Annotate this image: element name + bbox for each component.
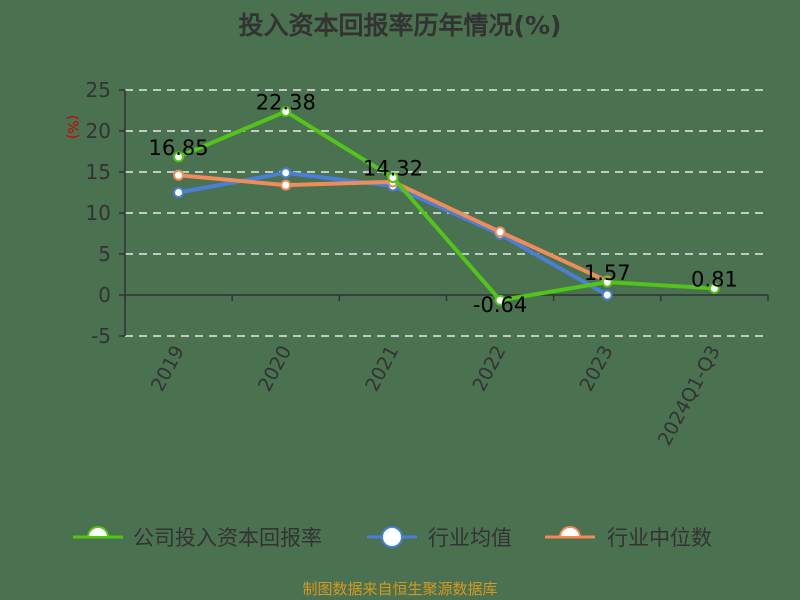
data-point-marker[interactable] bbox=[601, 276, 613, 288]
data-label: -0.64 bbox=[473, 293, 527, 317]
x-tick-label: 2021 bbox=[361, 342, 403, 395]
data-labels: 16.85 22.38 14.32 -0.64 1.57 0.81 bbox=[149, 90, 738, 317]
data-point-marker[interactable] bbox=[173, 187, 185, 198]
data-point-marker[interactable] bbox=[494, 294, 506, 306]
series-0 bbox=[173, 105, 720, 306]
data-point-marker[interactable] bbox=[173, 151, 185, 163]
legend: 公司投入资本回报率 行业均值 行业中位数 bbox=[73, 526, 712, 550]
data-point-marker[interactable] bbox=[387, 172, 399, 184]
series-line bbox=[177, 109, 715, 303]
data-point-marker[interactable] bbox=[280, 167, 292, 179]
legend-label: 公司投入资本回报率 bbox=[133, 526, 322, 550]
x-axis-ticks: 2019 2020 2021 2022 2023 2024Q1-Q3 bbox=[147, 342, 725, 449]
series-layer bbox=[173, 105, 720, 306]
legend-label: 行业均值 bbox=[428, 526, 512, 550]
data-label: 0.81 bbox=[691, 267, 738, 291]
y-tick-label: 0 bbox=[98, 283, 111, 307]
data-point-marker[interactable] bbox=[601, 289, 613, 301]
y-axis-label: (%) bbox=[64, 115, 80, 139]
series-1 bbox=[173, 167, 613, 301]
x-tick-label: 2019 bbox=[147, 342, 189, 395]
y-tick-label: 10 bbox=[86, 201, 111, 225]
legend-item-0[interactable]: 公司投入资本回报率 bbox=[73, 526, 322, 550]
legend-marker-icon bbox=[86, 526, 110, 538]
x-tick-label: 2024Q1-Q3 bbox=[654, 342, 725, 449]
data-point-marker[interactable] bbox=[494, 226, 506, 238]
y-tick-label: 5 bbox=[98, 242, 111, 266]
data-label: 14.32 bbox=[363, 157, 423, 181]
chart-title: 投入资本回报率历年情况(%) bbox=[238, 11, 562, 40]
y-tick-label: 20 bbox=[86, 119, 111, 143]
data-label: 22.38 bbox=[256, 90, 316, 114]
data-label: 1.57 bbox=[584, 261, 631, 285]
legend-item-1[interactable]: 行业均值 bbox=[367, 526, 512, 550]
y-tick-label: 25 bbox=[86, 78, 111, 102]
x-tick-label: 2022 bbox=[468, 342, 510, 395]
data-label: 16.85 bbox=[149, 136, 209, 160]
x-tick-label: 2023 bbox=[576, 342, 618, 395]
grid-lines bbox=[125, 89, 768, 337]
legend-label: 行业中位数 bbox=[607, 526, 712, 550]
y-tick-label: -5 bbox=[91, 324, 111, 348]
x-tick-label: 2020 bbox=[254, 342, 296, 395]
data-point-marker[interactable] bbox=[280, 105, 292, 117]
data-point-marker[interactable] bbox=[173, 169, 185, 181]
y-tick-label: 15 bbox=[86, 160, 111, 184]
data-point-marker[interactable] bbox=[708, 282, 720, 294]
y-axis-ticks: -5 0 5 10 15 20 25 bbox=[86, 78, 125, 348]
data-point-marker[interactable] bbox=[280, 179, 292, 191]
legend-marker-icon bbox=[558, 526, 582, 538]
legend-item-2[interactable]: 行业中位数 bbox=[545, 526, 712, 550]
source-note: 制图数据来自恒生聚源数据库 bbox=[302, 580, 498, 598]
legend-marker-icon bbox=[381, 526, 403, 548]
